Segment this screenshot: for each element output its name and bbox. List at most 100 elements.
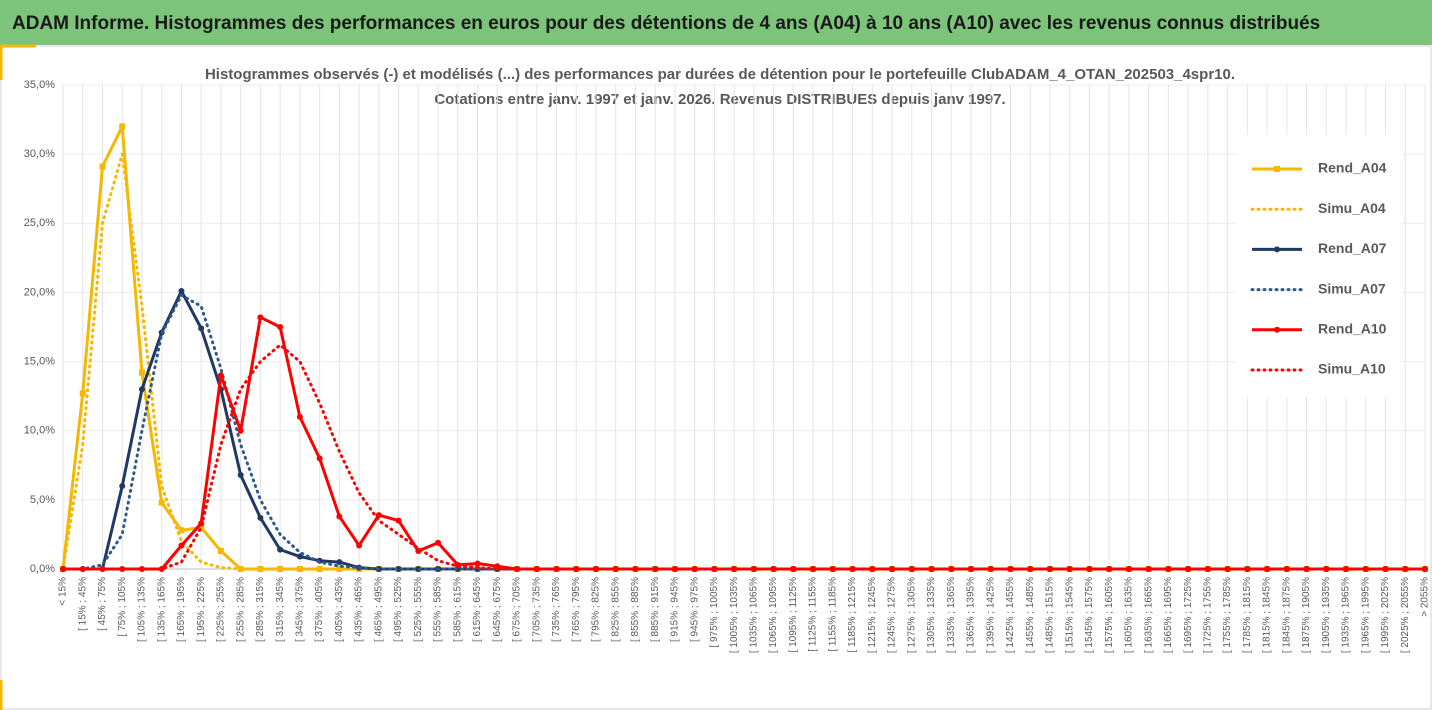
- series-line: [61, 343, 1427, 571]
- marker: [99, 163, 106, 170]
- x-tick-label: [ 645% ; 675%: [492, 577, 503, 642]
- y-tick-label: 15,0%: [24, 355, 55, 367]
- marker: [178, 527, 185, 534]
- x-tick-label: [ 825% ; 855%: [610, 577, 621, 642]
- marker: [277, 566, 284, 572]
- marker: [1382, 566, 1389, 572]
- marker: [119, 483, 126, 490]
- x-tick-label: [ 1935% ; 1965%: [1341, 577, 1352, 653]
- x-tick-label: [ 555% ; 585%: [433, 577, 444, 642]
- marker: [296, 413, 303, 420]
- x-tick-label: [ 975% ; 1005%: [709, 577, 720, 648]
- marker: [336, 566, 343, 572]
- x-tick-label: [ 1965% ; 1995%: [1360, 577, 1371, 653]
- chart-subtitle: Cotations entre janv. 1997 et janv. 2026…: [434, 91, 1005, 108]
- x-tick-label: [ 1365% ; 1395%: [966, 577, 977, 653]
- x-tick-label: [ 1065% ; 1095%: [768, 577, 779, 653]
- x-tick-label: [ 1155% ; 1185%: [827, 577, 838, 652]
- x-tick-label: [ 795% ; 825%: [591, 577, 602, 642]
- marker: [908, 566, 915, 572]
- x-tick-label: [ 165% ; 195%: [176, 577, 187, 642]
- marker: [375, 512, 382, 519]
- marker: [198, 325, 205, 332]
- legend-marker: [1274, 326, 1280, 333]
- x-tick-label: [ 1245% ; 1275%: [887, 577, 898, 653]
- marker: [178, 542, 185, 549]
- x-tick-label: [ 1275% ; 1305%: [906, 577, 917, 653]
- x-tick-label: [ 885% ; 915%: [650, 577, 661, 642]
- x-tick-label: [ 2025% ; 2055%: [1400, 577, 1411, 653]
- legend-label: Rend_A04: [1318, 160, 1387, 176]
- y-tick-label: 25,0%: [24, 217, 55, 229]
- x-tick-label: [ 285% ; 315%: [255, 577, 266, 642]
- y-tick-label: 0,0%: [30, 563, 55, 575]
- x-tick-label: [ 1605% ; 1635%: [1124, 577, 1135, 653]
- legend-label: Simu_A07: [1318, 280, 1386, 296]
- header-title: ADAM Informe. Histogrammes des performan…: [12, 13, 1320, 34]
- x-tick-label: [ 1035% ; 1065%: [749, 577, 760, 653]
- x-tick-label: [ 255% ; 285%: [235, 577, 246, 642]
- marker: [1185, 566, 1192, 572]
- chart-border: [0, 45, 1432, 710]
- x-tick-label: [ 615% ; 645%: [472, 577, 483, 642]
- x-tick-label: [ 1425% ; 1455%: [1005, 577, 1016, 653]
- x-tick-label: [ 1755% ; 1785%: [1222, 577, 1233, 653]
- x-tick-label: [ 1635% ; 1665%: [1143, 577, 1154, 653]
- x-tick-label: [ 225% ; 255%: [216, 577, 227, 642]
- marker: [711, 566, 718, 572]
- marker: [138, 386, 145, 393]
- legend-marker: [1274, 166, 1280, 172]
- x-tick-label: [ 1995% ; 2025%: [1380, 577, 1391, 653]
- x-tick-label: [ 1845% ; 1875%: [1281, 577, 1292, 653]
- x-tick-label: [ 435% ; 465%: [354, 577, 365, 642]
- x-tick-label: [ 1185% ; 1215%: [847, 577, 858, 653]
- x-tick-label: [ 1545% ; 1575%: [1084, 577, 1095, 653]
- x-tick-label: [ 1815% ; 1845%: [1262, 577, 1273, 653]
- marker: [770, 566, 777, 572]
- marker: [316, 455, 323, 462]
- marker: [987, 566, 994, 572]
- x-tick-label: [ 705% ; 735%: [531, 577, 542, 642]
- x-tick-label: [ 945% ; 975%: [689, 577, 700, 642]
- x-tick-label: [ 1005% ; 1035%: [729, 577, 740, 653]
- legend-marker: [1274, 246, 1280, 253]
- x-tick-label: [ 1785% ; 1815%: [1242, 577, 1253, 653]
- x-tick-label: [ 1455% ; 1485%: [1025, 577, 1036, 653]
- marker: [356, 542, 363, 549]
- marker: [138, 369, 145, 376]
- y-tick-label: 30,0%: [24, 148, 55, 160]
- x-tick-label: [ 105% ; 135%: [137, 577, 148, 642]
- marker: [158, 566, 165, 572]
- marker: [1244, 566, 1251, 572]
- y-tick-label: 10,0%: [24, 425, 55, 437]
- legend-label: Rend_A07: [1318, 240, 1387, 256]
- marker: [119, 123, 126, 130]
- marker: [79, 390, 86, 397]
- x-tick-label: [ 1215% ; 1245%: [867, 577, 878, 653]
- marker: [514, 566, 520, 572]
- x-tick-label: [ 1875% ; 1905%: [1301, 577, 1312, 653]
- legend-label: Rend_A10: [1318, 321, 1387, 337]
- x-tick-label: [ 195% ; 225%: [196, 577, 207, 642]
- marker: [217, 548, 224, 555]
- chart-title: Histogrammes observés (-) et modélisés (…: [205, 66, 1235, 83]
- y-tick-label: 35,0%: [24, 79, 55, 91]
- x-tick-label: [ 585% ; 615%: [452, 577, 463, 642]
- marker: [178, 288, 185, 295]
- marker: [1106, 566, 1113, 572]
- x-tick-label: [ 405% ; 435%: [334, 577, 345, 642]
- x-tick-label: [ 1095% ; 1125%: [788, 577, 799, 653]
- marker: [395, 517, 402, 524]
- marker: [277, 546, 284, 553]
- marker: [217, 372, 224, 379]
- x-tick-label: [ 45% ; 75%: [97, 577, 108, 631]
- marker: [237, 471, 244, 478]
- marker: [277, 324, 284, 330]
- x-tick-label: [ 75% ; 105%: [117, 577, 128, 637]
- marker: [257, 314, 264, 321]
- x-tick-label: [ 1305% ; 1335%: [926, 577, 937, 653]
- y-tick-label: 5,0%: [30, 494, 55, 506]
- header-bar: [0, 0, 1432, 45]
